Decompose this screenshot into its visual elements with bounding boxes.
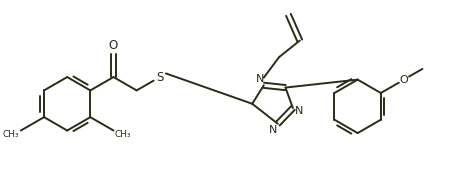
Text: O: O	[400, 75, 408, 85]
Text: CH₃: CH₃	[114, 130, 131, 139]
Text: O: O	[109, 39, 118, 52]
Text: N: N	[256, 74, 264, 84]
Text: N: N	[295, 106, 303, 116]
Text: N: N	[269, 125, 277, 135]
Text: CH₃: CH₃	[2, 130, 19, 139]
Text: S: S	[156, 70, 163, 84]
